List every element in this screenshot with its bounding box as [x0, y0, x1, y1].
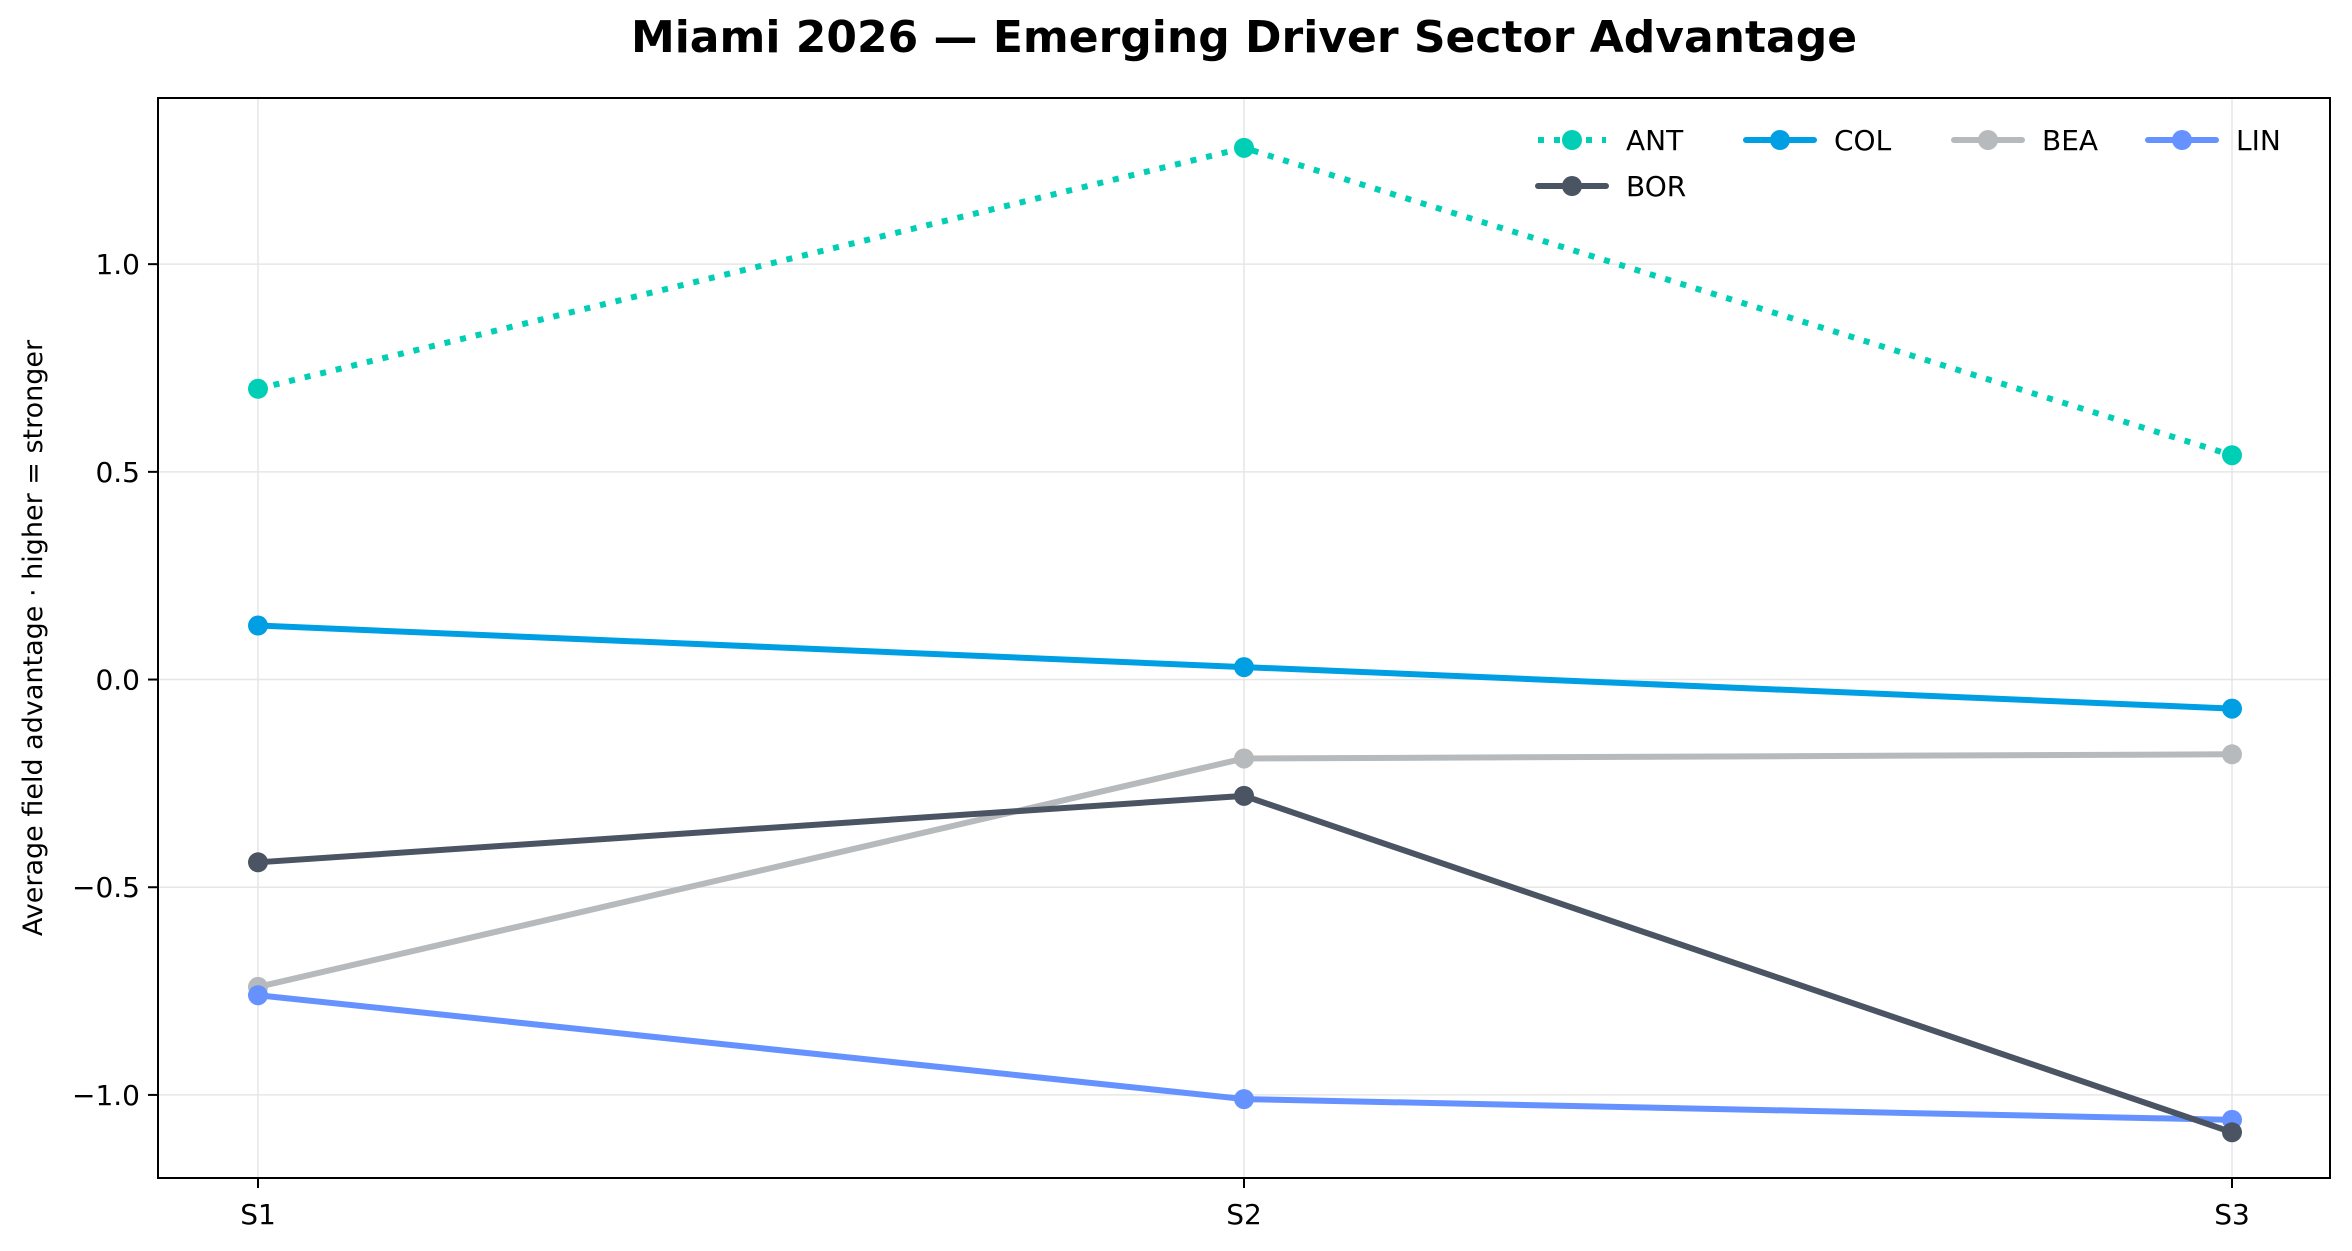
y-tick-label: −1.0: [72, 1079, 140, 1112]
y-tick-label: 0.5: [95, 456, 140, 489]
data-point-bor: [2222, 1122, 2242, 1143]
x-tick-label: S3: [2214, 1198, 2250, 1231]
legend-marker-col: [1770, 130, 1790, 150]
legend-label-bor: BOR: [1626, 170, 1686, 203]
legend-marker-bea: [1978, 130, 1998, 150]
gridlines: [158, 98, 2330, 1178]
data-point-ant: [1234, 137, 1254, 158]
data-point-col: [248, 615, 268, 636]
y-tick-label: 1.0: [95, 248, 140, 281]
x-tick-label: S2: [1226, 1198, 1262, 1231]
legend: ANT COL BEA LIN BOR: [1535, 124, 2281, 203]
legend-label-col: COL: [1834, 124, 1892, 157]
legend-label-ant: ANT: [1626, 124, 1684, 157]
legend-label-bea: BEA: [2042, 124, 2098, 157]
legend-marker-bor: [1562, 176, 1582, 196]
series-lines: [248, 137, 2242, 1143]
x-tick-label: S1: [240, 1198, 276, 1231]
data-point-bea: [1234, 748, 1254, 769]
legend-marker-ant: [1562, 130, 1582, 150]
data-point-lin: [1234, 1089, 1254, 1110]
data-point-lin: [248, 985, 268, 1006]
y-tick-label: −0.5: [72, 871, 140, 904]
axes: S1 S2 S3 −1.0 −0.5 0.0 0.5 1.0: [72, 248, 2250, 1231]
y-axis-label: Average field advantage · higher = stron…: [18, 339, 49, 936]
series-line-ant: [257, 144, 2233, 459]
data-point-col: [1234, 657, 1254, 678]
data-point-ant: [2222, 445, 2242, 466]
data-point-bea: [2222, 744, 2242, 765]
y-tick-label: 0.0: [95, 664, 140, 697]
data-point-col: [2222, 698, 2242, 719]
data-point-ant: [248, 378, 268, 399]
chart-title: Miami 2026 — Emerging Driver Sector Adva…: [631, 12, 1857, 63]
legend-marker-lin: [2172, 130, 2192, 150]
data-point-bor: [248, 852, 268, 873]
legend-label-lin: LIN: [2236, 124, 2281, 157]
data-point-bor: [1234, 785, 1254, 806]
plot-frame: [157, 97, 2331, 1179]
